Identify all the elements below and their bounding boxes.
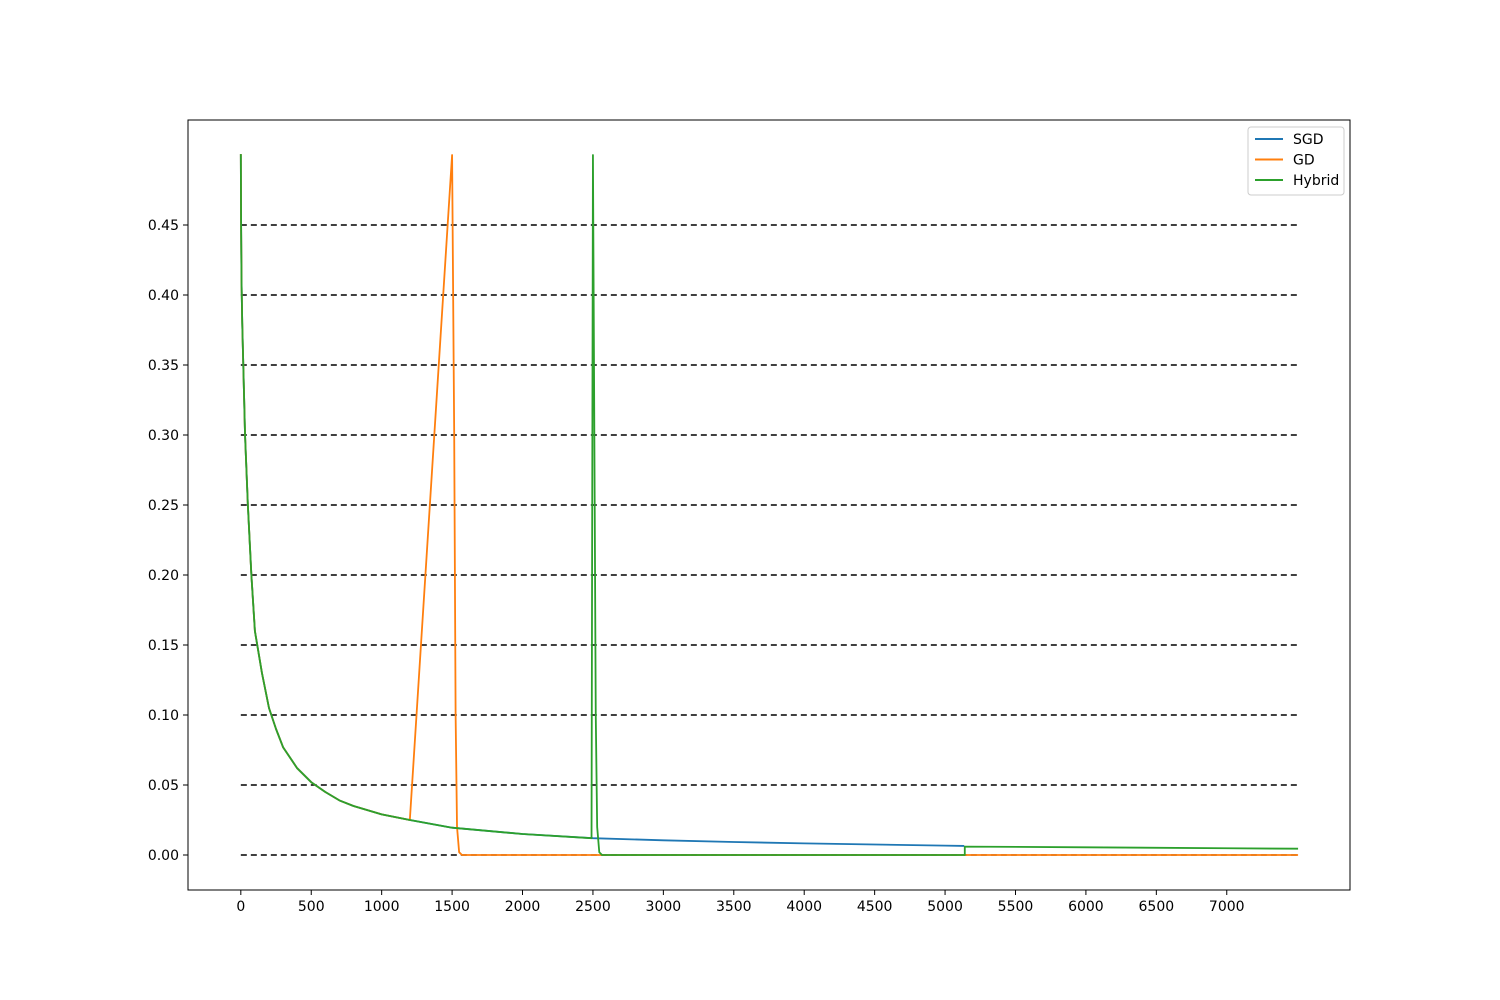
series-line-hybrid bbox=[239, 154, 1299, 856]
series-lines bbox=[239, 154, 1299, 856]
y-tick-label: 0.10 bbox=[148, 708, 179, 724]
x-tick-label: 6000 bbox=[1068, 899, 1104, 915]
x-tick-label: 1500 bbox=[434, 899, 470, 915]
x-tick-label: 6500 bbox=[1139, 899, 1175, 915]
x-tick-label: 5500 bbox=[998, 899, 1034, 915]
x-tick-label: 2500 bbox=[575, 899, 611, 915]
x-tick-label: 1000 bbox=[364, 899, 400, 915]
y-tick-label: 0.00 bbox=[148, 848, 179, 864]
legend-label: Hybrid bbox=[1293, 173, 1339, 189]
y-tick-label: 0.05 bbox=[148, 778, 179, 794]
y-axis: 0.00 0.05 0.10 0.15 0.20 0.25 0.30 0.35 0.40 0.45 bbox=[148, 218, 188, 864]
x-tick-label: 7000 bbox=[1209, 899, 1245, 915]
legend: SGD GD Hybrid bbox=[1247, 126, 1345, 196]
y-tick-label: 0.40 bbox=[148, 288, 179, 304]
y-tick-label: 0.20 bbox=[148, 568, 179, 584]
y-tick-label: 0.15 bbox=[148, 638, 179, 654]
y-tick-label: 0.30 bbox=[148, 428, 179, 444]
x-tick-label: 3500 bbox=[716, 899, 752, 915]
x-tick-label: 0 bbox=[236, 899, 245, 915]
x-tick-label: 3000 bbox=[646, 899, 682, 915]
legend-label: GD bbox=[1293, 153, 1315, 169]
y-tick-label: 0.25 bbox=[148, 498, 179, 514]
x-tick-label: 4000 bbox=[786, 899, 822, 915]
x-tick-label: 2000 bbox=[505, 899, 541, 915]
y-tick-label: 0.35 bbox=[148, 358, 179, 374]
x-axis: 0 500 1000 1500 2000 2500 3000 3500 4000 4500 5000… bbox=[236, 890, 1245, 915]
x-tick-label: 500 bbox=[298, 899, 325, 915]
legend-label: SGD bbox=[1293, 132, 1324, 148]
x-tick-label: 4500 bbox=[857, 899, 893, 915]
x-tick-label: 5000 bbox=[927, 899, 963, 915]
legend-box bbox=[1247, 126, 1345, 196]
y-tick-label: 0.45 bbox=[148, 218, 179, 234]
